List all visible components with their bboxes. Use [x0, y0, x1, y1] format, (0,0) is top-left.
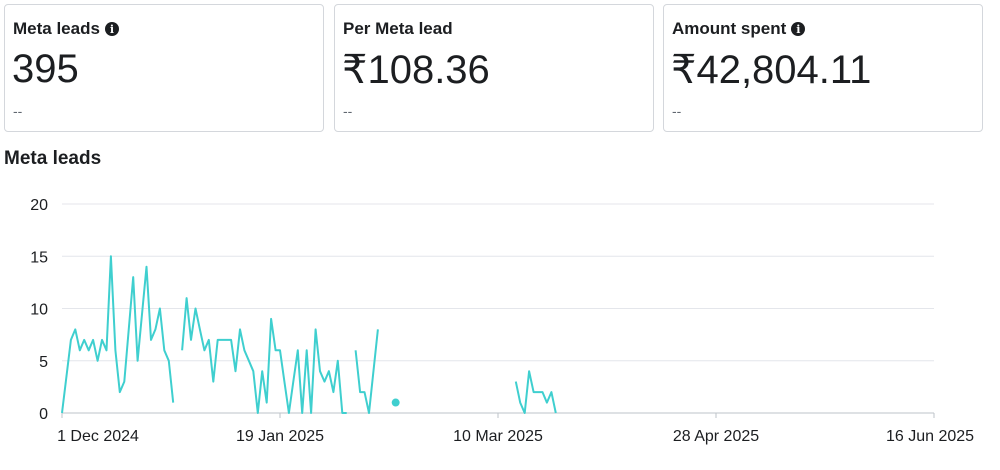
series-point	[391, 398, 400, 407]
y-tick-label: 20	[30, 197, 48, 214]
metric-label: Amount spent i	[672, 19, 806, 39]
series-line	[61, 255, 175, 414]
chart-title: Meta leads	[4, 148, 102, 169]
x-tick-label: 10 Mar 2025	[453, 428, 543, 445]
metric-value: ₹42,804.11	[671, 48, 872, 92]
x-tick-label: 1 Dec 2024	[57, 428, 139, 445]
metric-card-per-meta-lead[interactable]: Per Meta lead ₹108.36 --	[334, 4, 654, 132]
metric-card-amount-spent[interactable]: Amount spent i ₹42,804.11 --	[663, 4, 983, 132]
x-tick-label: 28 Apr 2025	[673, 428, 759, 445]
metric-label-text: Per Meta lead	[343, 19, 453, 38]
x-tick-label: 19 Jan 2025	[236, 428, 324, 445]
metric-label-text: Meta leads	[13, 19, 100, 38]
metric-label: Meta leads i	[13, 19, 119, 39]
info-icon[interactable]: i	[104, 22, 119, 36]
series-line	[514, 370, 557, 414]
y-tick-label: 0	[39, 406, 48, 423]
y-tick-label: 5	[39, 354, 48, 371]
metric-value: 395	[12, 47, 79, 91]
series-line	[354, 329, 379, 414]
y-tick-label: 10	[30, 302, 48, 319]
metric-comparison: --	[13, 103, 23, 119]
y-tick-label: 15	[30, 249, 48, 266]
series-line	[181, 297, 347, 414]
metric-value: ₹108.36	[342, 48, 490, 92]
metric-cards: Meta leads i 395 -- Per Meta lead ₹108.3…	[4, 4, 984, 134]
metric-comparison: --	[672, 103, 682, 119]
meta-leads-line-chart[interactable]: 0 5 10 15 20 1 Dec 2024 19 Jan 2025 10 Mar 2025…	[0, 180, 1000, 470]
x-tick-label: 16 Jun 2025	[886, 428, 974, 445]
metric-card-meta-leads[interactable]: Meta leads i 395 --	[4, 4, 324, 132]
metric-label: Per Meta lead	[343, 19, 453, 39]
metric-label-text: Amount spent	[672, 19, 787, 38]
metric-comparison: --	[343, 103, 353, 119]
info-icon[interactable]: i	[791, 22, 806, 36]
